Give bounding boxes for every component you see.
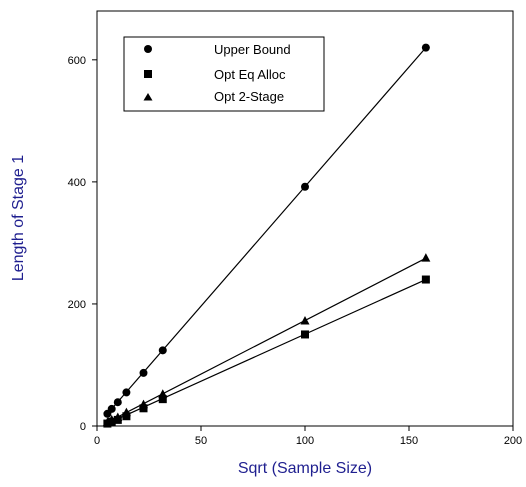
legend-marker-opt-eq-alloc — [144, 70, 152, 78]
legend-box — [123, 36, 325, 112]
y-tick-label: 200 — [68, 299, 86, 311]
point-upper-bound — [139, 368, 148, 377]
legend-marker-upper-bound — [144, 45, 152, 53]
fit-line-opt-2-stage — [107, 257, 427, 423]
point-opt-2-stage — [158, 389, 168, 398]
point-opt-eq-alloc — [158, 395, 167, 404]
x-axis: 0 50 100 150 200 — [94, 426, 522, 447]
x-tick-label: 100 — [296, 435, 314, 447]
legend-label-opt-eq-alloc: Opt Eq Alloc — [214, 67, 286, 82]
point-opt-2-stage — [102, 417, 112, 426]
y-tick-label: 600 — [68, 55, 86, 67]
point-upper-bound — [301, 182, 309, 191]
point-upper-bound — [113, 398, 122, 407]
y-axis: 0 200 400 600 — [68, 55, 97, 433]
point-opt-eq-alloc — [421, 275, 430, 284]
point-opt-2-stage — [113, 412, 123, 421]
point-upper-bound — [421, 43, 430, 52]
legend: Upper Bound Opt Eq Alloc Opt 2-Stage — [123, 36, 325, 112]
x-tick-label: 200 — [504, 435, 522, 447]
y-tick-label: 400 — [68, 177, 86, 189]
data-markers — [102, 43, 431, 428]
legend-label-upper-bound: Upper Bound — [214, 42, 291, 57]
y-axis-title: Length of Stage 1 — [10, 155, 27, 281]
point-opt-eq-alloc — [301, 330, 309, 339]
point-opt-2-stage — [421, 253, 431, 262]
point-opt-2-stage — [139, 399, 149, 409]
x-tick-label: 150 — [400, 435, 418, 447]
x-tick-label: 50 — [195, 435, 207, 447]
point-opt-eq-alloc — [122, 412, 131, 421]
point-upper-bound — [158, 346, 167, 355]
x-tick-label: 0 — [94, 435, 100, 447]
legend-marker-opt-2-stage — [143, 93, 153, 101]
point-opt-2-stage — [300, 316, 310, 325]
point-upper-bound — [122, 388, 131, 397]
point-upper-bound — [107, 404, 116, 413]
point-opt-eq-alloc — [139, 404, 148, 413]
fit-line-opt-eq-alloc — [107, 278, 427, 425]
x-axis-title: Sqrt (Sample Size) — [238, 460, 372, 477]
legend-label-opt-2-stage: Opt 2-Stage — [214, 89, 284, 104]
point-opt-2-stage — [121, 407, 131, 417]
point-opt-2-stage — [107, 414, 117, 424]
y-tick-label: 0 — [80, 421, 86, 433]
